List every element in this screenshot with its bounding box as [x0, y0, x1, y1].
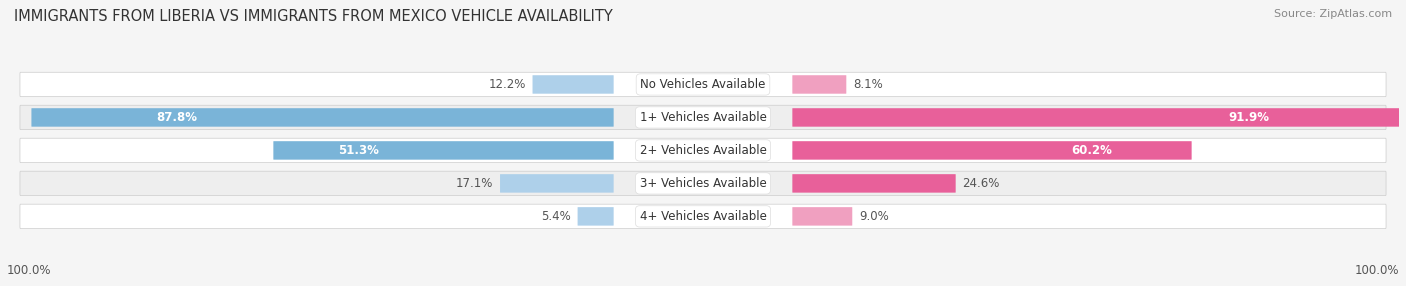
- FancyBboxPatch shape: [793, 174, 956, 193]
- Text: No Vehicles Available: No Vehicles Available: [640, 78, 766, 91]
- FancyBboxPatch shape: [793, 141, 1192, 160]
- Text: 17.1%: 17.1%: [456, 177, 494, 190]
- Text: 24.6%: 24.6%: [962, 177, 1000, 190]
- Text: 8.1%: 8.1%: [853, 78, 883, 91]
- Text: 9.0%: 9.0%: [859, 210, 889, 223]
- Text: 2+ Vehicles Available: 2+ Vehicles Available: [640, 144, 766, 157]
- FancyBboxPatch shape: [31, 108, 613, 127]
- FancyBboxPatch shape: [501, 174, 613, 193]
- FancyBboxPatch shape: [273, 141, 613, 160]
- Text: 4+ Vehicles Available: 4+ Vehicles Available: [640, 210, 766, 223]
- Text: Source: ZipAtlas.com: Source: ZipAtlas.com: [1274, 9, 1392, 19]
- FancyBboxPatch shape: [793, 207, 852, 226]
- Text: 87.8%: 87.8%: [156, 111, 198, 124]
- FancyBboxPatch shape: [20, 105, 1386, 130]
- FancyBboxPatch shape: [20, 204, 1386, 229]
- FancyBboxPatch shape: [578, 207, 613, 226]
- FancyBboxPatch shape: [793, 108, 1402, 127]
- FancyBboxPatch shape: [20, 72, 1386, 97]
- FancyBboxPatch shape: [793, 75, 846, 94]
- Text: 60.2%: 60.2%: [1071, 144, 1112, 157]
- FancyBboxPatch shape: [20, 171, 1386, 196]
- Text: 100.0%: 100.0%: [1354, 265, 1399, 277]
- Text: 100.0%: 100.0%: [7, 265, 52, 277]
- FancyBboxPatch shape: [533, 75, 613, 94]
- Text: IMMIGRANTS FROM LIBERIA VS IMMIGRANTS FROM MEXICO VEHICLE AVAILABILITY: IMMIGRANTS FROM LIBERIA VS IMMIGRANTS FR…: [14, 9, 613, 23]
- Text: 3+ Vehicles Available: 3+ Vehicles Available: [640, 177, 766, 190]
- Text: 1+ Vehicles Available: 1+ Vehicles Available: [640, 111, 766, 124]
- Text: 12.2%: 12.2%: [489, 78, 526, 91]
- Text: 51.3%: 51.3%: [337, 144, 380, 157]
- Text: 91.9%: 91.9%: [1229, 111, 1270, 124]
- Text: 5.4%: 5.4%: [541, 210, 571, 223]
- FancyBboxPatch shape: [20, 138, 1386, 163]
